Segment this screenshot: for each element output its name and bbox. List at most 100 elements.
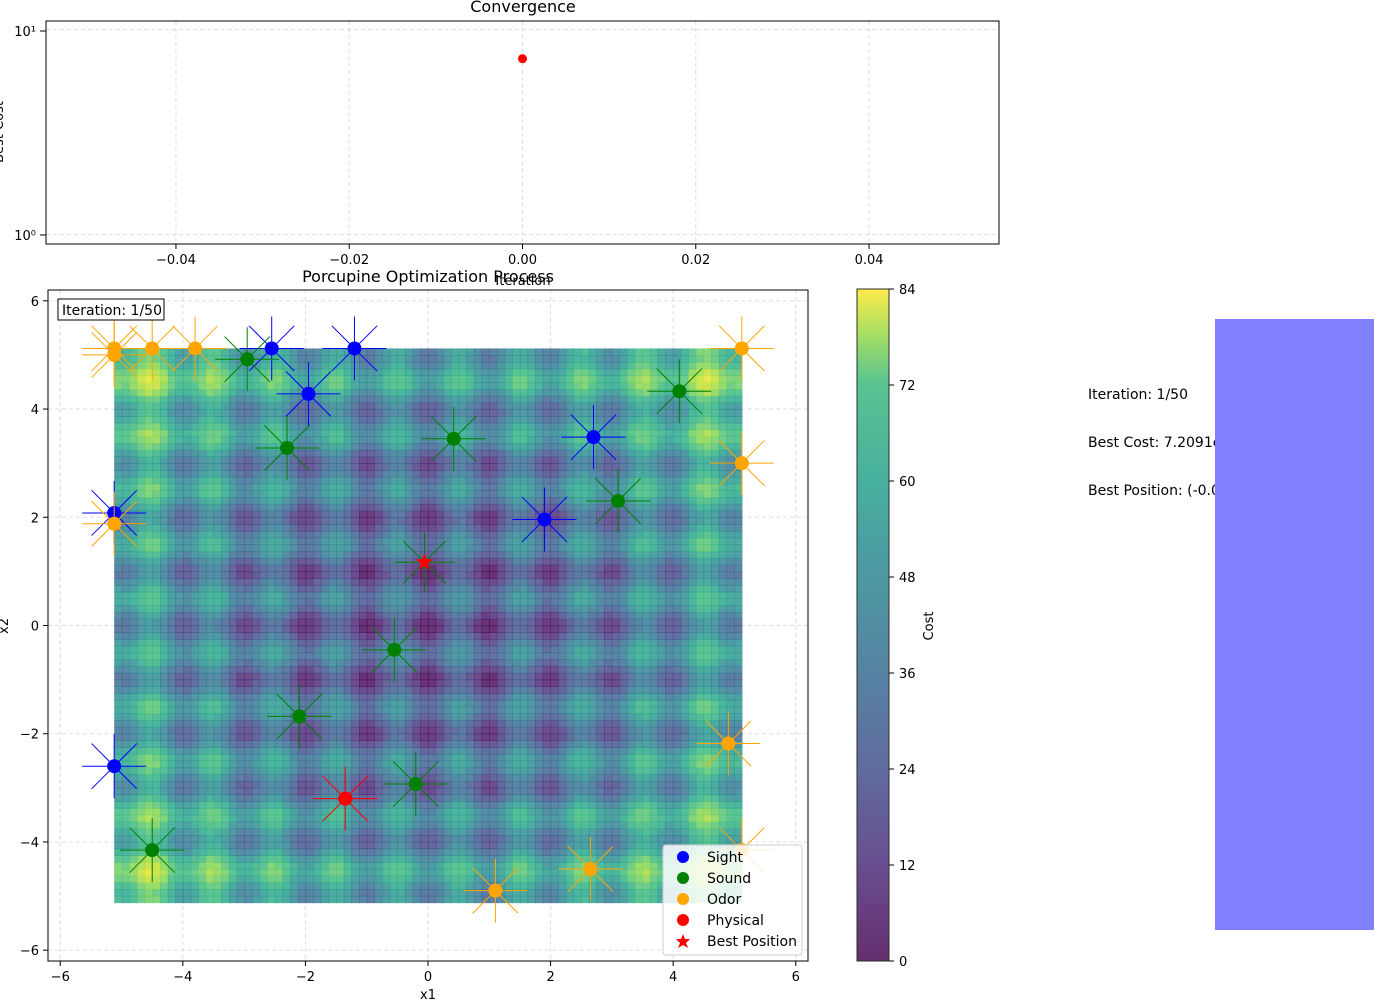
contour-cell (175, 584, 184, 593)
contour-cell (473, 517, 483, 525)
contour-cell (183, 483, 192, 491)
contour-cell (412, 578, 421, 586)
contour-cell (359, 598, 368, 606)
contour-cell (290, 821, 299, 829)
contour-cell (351, 476, 360, 485)
contour-cell (397, 760, 406, 769)
contour-cell (297, 780, 307, 789)
contour-cell (550, 368, 559, 377)
contour-cell (129, 787, 138, 796)
contour-cell (313, 828, 322, 836)
contour-cell (496, 760, 506, 769)
contour-cell (274, 571, 284, 579)
contour-cell (512, 470, 521, 478)
contour-cell (328, 794, 337, 802)
contour-cell (259, 537, 268, 546)
contour-cell (473, 868, 483, 877)
contour-cell (213, 388, 222, 397)
contour-cell (167, 591, 177, 600)
contour-cell (519, 544, 529, 552)
contour-cell (565, 591, 575, 600)
contour-cell (267, 828, 276, 836)
contour-cell (527, 841, 536, 850)
contour-cell (206, 733, 215, 741)
contour-cell (297, 868, 307, 877)
contour-cell (183, 598, 192, 606)
contour-cell (282, 388, 291, 397)
contour-cell (374, 530, 383, 539)
contour-cell (229, 828, 238, 836)
contour-cell (466, 747, 475, 755)
contour-cell (129, 618, 138, 627)
contour-cell (519, 807, 529, 816)
contour-cell (236, 760, 245, 769)
contour-cell (282, 557, 291, 566)
contour-cell (259, 821, 268, 829)
contour-cell (389, 882, 398, 890)
contour-cell (328, 395, 337, 404)
contour-cell (198, 828, 207, 836)
contour-cell (450, 551, 460, 559)
contour-cell (129, 409, 138, 417)
contour-cell (504, 402, 513, 410)
contour-cell (244, 652, 253, 660)
contour-cell (274, 814, 284, 823)
contour-cell (167, 672, 177, 681)
contour-cell (152, 895, 161, 904)
contour-cell (251, 578, 261, 586)
conv-xtick-label: 0.02 (681, 253, 710, 268)
contour-cell (137, 855, 146, 863)
contour-cell (267, 483, 276, 491)
contour-cell (496, 375, 506, 383)
contour-cell (320, 578, 330, 586)
contour-cell (320, 530, 330, 539)
contour-cell (297, 855, 307, 863)
contour-cell (366, 895, 376, 904)
contour-cell (336, 686, 345, 694)
contour-cell (313, 618, 322, 627)
contour-cell (504, 733, 513, 741)
contour-cell (144, 862, 154, 870)
contour-cell (466, 666, 475, 674)
contour-cell (389, 402, 398, 410)
contour-cell (366, 774, 376, 782)
contour-cell (305, 564, 314, 573)
contour-cell (320, 483, 330, 491)
contour-cell (359, 584, 368, 593)
contour-cell (397, 848, 406, 856)
contour-cell (351, 557, 360, 566)
contour-cell (137, 686, 146, 694)
contour-cell (213, 456, 222, 464)
contour-cell (320, 733, 330, 741)
contour-cell (359, 639, 368, 647)
contour-cell (244, 416, 253, 424)
contour-cell (229, 402, 238, 410)
contour-cell (450, 693, 460, 701)
contour-cell (114, 632, 123, 640)
contour-cell (183, 605, 192, 613)
contour-cell (481, 598, 490, 606)
contour-cell (565, 368, 575, 377)
contour-cell (405, 584, 414, 593)
contour-cell (389, 713, 398, 721)
contour-cell (542, 557, 552, 566)
contour-cell (313, 632, 322, 640)
contour-cell (481, 388, 490, 397)
contour-cell (343, 443, 353, 451)
contour-cell (213, 551, 222, 559)
contour-cell (229, 497, 238, 505)
contour-cell (558, 720, 567, 728)
contour-cell (160, 436, 169, 444)
contour-cell (466, 699, 475, 708)
contour-cell (328, 436, 337, 444)
contour-cell (320, 470, 330, 478)
contour-cell (535, 747, 544, 755)
contour-cell (550, 774, 559, 782)
contour-cell (206, 503, 215, 512)
contour-cell (175, 868, 184, 877)
contour-cell (297, 666, 307, 674)
contour-cell (382, 780, 391, 789)
contour-cell (244, 524, 253, 532)
contour-cell (389, 591, 398, 600)
contour-cell (412, 693, 421, 701)
